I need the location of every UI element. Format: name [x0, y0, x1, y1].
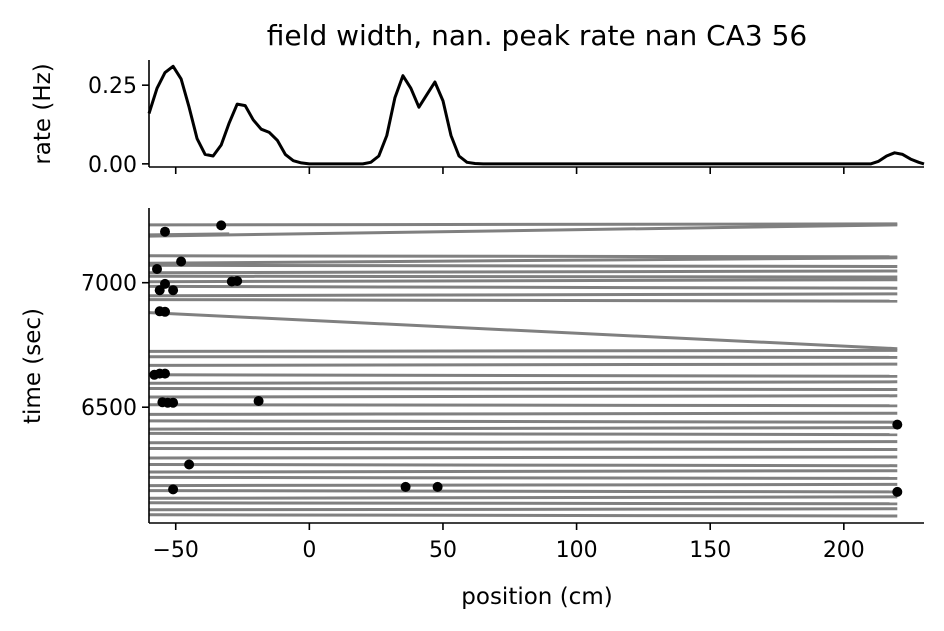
trajectory-run — [148, 263, 898, 268]
trajectory-run — [148, 380, 898, 385]
rate-curve — [147, 64, 925, 166]
trajectory-run — [148, 298, 898, 303]
trajectory-run — [148, 489, 898, 494]
trajectory-run — [148, 222, 898, 227]
trajectory-run — [148, 411, 898, 416]
rate-y-tick-label: 0.00 — [88, 153, 137, 178]
rate-y-ticks: 0.00 0.25 — [88, 74, 149, 178]
rate-y-tick-label: 0.25 — [88, 74, 137, 99]
trajectory-run — [148, 394, 898, 399]
spike-point — [216, 220, 227, 231]
trajectory-run — [148, 440, 898, 445]
rate-line-layer — [147, 64, 925, 166]
raster-y-axis-label: time (sec) — [20, 308, 46, 424]
x-axis-label: position (cm) — [461, 584, 612, 610]
trajectory-run — [148, 274, 898, 279]
trajectory-layer — [148, 222, 898, 518]
trajectory-run — [148, 373, 898, 378]
trajectory-run — [148, 348, 898, 353]
rate-y-axis-label: rate (Hz) — [30, 63, 56, 164]
spike-point — [168, 484, 179, 495]
trajectory-run — [148, 426, 898, 431]
trajectory-run — [148, 311, 898, 351]
trajectory-run — [148, 469, 898, 474]
x-tick-label: 0 — [302, 538, 316, 563]
spike-point — [168, 397, 179, 408]
spike-point — [176, 256, 187, 267]
trajectory-run — [148, 475, 898, 480]
trajectory-run — [148, 507, 898, 512]
x-tick-label: 100 — [556, 538, 598, 563]
x-tick-label: 150 — [689, 538, 731, 563]
trajectory-run — [148, 482, 898, 488]
raster-y-tick-label: 7000 — [81, 272, 137, 297]
spike-point — [253, 396, 264, 406]
spike-point — [160, 368, 170, 379]
x-tick-label: −50 — [153, 538, 199, 563]
chart-title: field width, nan. peak rate nan CA3 56 — [267, 19, 807, 52]
trajectory-run — [148, 284, 898, 290]
trajectory-run — [148, 455, 898, 460]
trajectory-run — [148, 254, 898, 259]
spike-point — [154, 285, 165, 296]
trajectory-run — [148, 403, 898, 408]
trajectory-run — [148, 431, 898, 437]
raster-panel: 6500 7000 −50 0 50 100 150 200 time (sec) posi… — [20, 208, 924, 610]
spike-point — [892, 419, 903, 430]
spike-layer — [149, 220, 903, 497]
spike-point — [168, 285, 179, 296]
spike-point — [232, 276, 243, 286]
x-tick-label: 50 — [429, 538, 457, 563]
trajectory-run — [148, 256, 898, 265]
trajectory-run — [148, 362, 898, 367]
x-tick-label: 200 — [823, 538, 865, 563]
raster-y-ticks: 6500 7000 — [81, 272, 149, 421]
trajectory-run — [148, 278, 898, 284]
rate-x-ticks — [174, 167, 845, 174]
rate-panel: 0.00 0.25 rate (Hz) — [30, 60, 925, 178]
raster-x-ticks: −50 0 50 100 150 200 — [153, 523, 865, 563]
spike-point — [432, 481, 443, 492]
trajectory-run — [148, 387, 898, 391]
raster-y-tick-label: 6500 — [81, 396, 137, 421]
trajectory-run — [148, 501, 898, 506]
trajectory-run — [148, 463, 898, 468]
spike-point — [160, 306, 170, 317]
trajectory-run — [148, 513, 898, 518]
trajectory-run — [148, 269, 898, 275]
trajectory-run — [148, 292, 898, 298]
trajectory-run — [148, 495, 898, 500]
spike-point — [152, 264, 162, 274]
trajectory-run — [148, 355, 898, 359]
spike-point — [184, 459, 195, 470]
spike-point — [892, 486, 903, 497]
trajectory-run — [148, 223, 898, 238]
spike-point — [400, 481, 411, 492]
spike-point — [160, 226, 170, 237]
trajectory-run — [148, 419, 898, 424]
trajectory-run — [148, 447, 898, 451]
